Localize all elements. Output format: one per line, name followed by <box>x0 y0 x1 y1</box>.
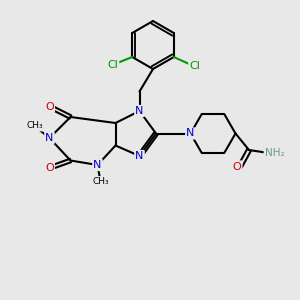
Text: CH₃: CH₃ <box>92 177 109 186</box>
Text: Cl: Cl <box>107 59 118 70</box>
Text: N: N <box>93 160 102 170</box>
Text: O: O <box>232 161 242 172</box>
Text: O: O <box>45 101 54 112</box>
Text: Cl: Cl <box>189 61 200 71</box>
Text: CH₃: CH₃ <box>26 122 43 130</box>
Text: N: N <box>135 106 144 116</box>
Text: O: O <box>45 163 54 173</box>
Text: N: N <box>45 133 54 143</box>
Text: N: N <box>135 151 144 161</box>
Text: NH₂: NH₂ <box>265 148 284 158</box>
Text: N: N <box>186 128 195 139</box>
